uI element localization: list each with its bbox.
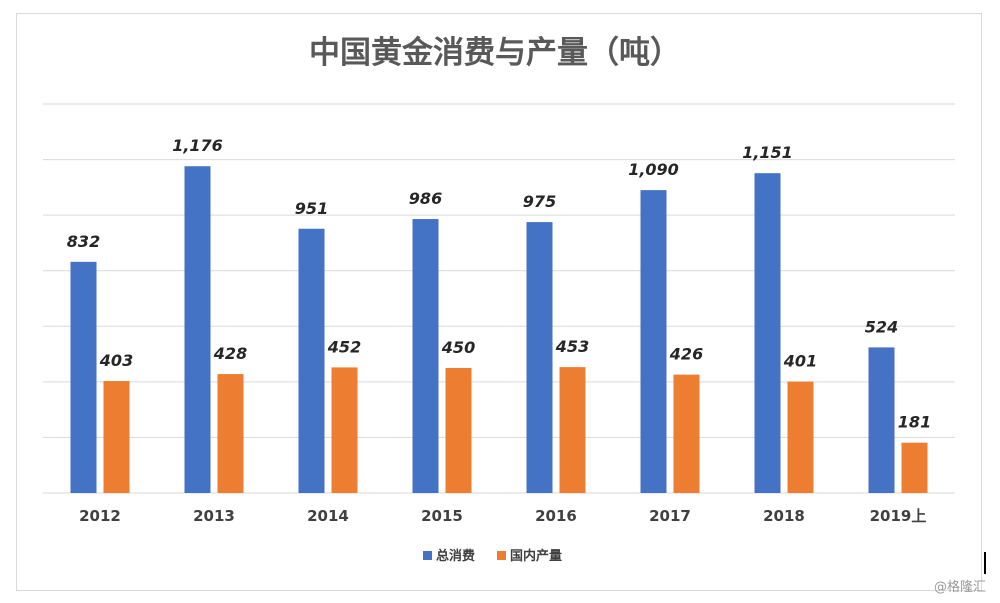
data-label: 1,176: [172, 136, 223, 155]
data-label: 1,090: [628, 160, 679, 179]
data-label: 1,151: [742, 143, 793, 162]
bar: [559, 367, 586, 493]
data-label: 524: [865, 317, 898, 336]
bar: [412, 219, 439, 494]
grid: [43, 103, 955, 494]
data-label: 452: [327, 337, 361, 356]
data-label: 403: [99, 351, 133, 370]
chart-title: 中国黄金消费与产量（吨）: [309, 35, 681, 71]
bar: [298, 228, 325, 493]
bar: [331, 367, 358, 493]
bar: [640, 190, 667, 493]
x-tick-label: 2015: [421, 507, 463, 525]
legend-swatch: [423, 551, 432, 560]
legend-label: 国内产量: [510, 548, 562, 564]
bar: [754, 173, 781, 493]
data-label: 428: [213, 344, 247, 363]
x-tick-label: 2012: [79, 507, 121, 525]
legend: 总消费 国内产量: [423, 548, 562, 564]
legend-swatch: [497, 551, 506, 560]
legend-label: 总消费: [436, 548, 475, 564]
data-label: 401: [783, 352, 817, 371]
bar: [184, 166, 211, 494]
bar: [70, 261, 97, 493]
x-tick-label: 2014: [307, 507, 349, 525]
bar: [673, 374, 700, 493]
bar: [217, 374, 244, 493]
data-label: 426: [669, 345, 703, 364]
x-tick-label: 2019上: [870, 507, 927, 525]
x-axis-ticks: 2012 2013 2014 2015 2016 2017 2018 2019上: [79, 507, 926, 525]
data-label: 832: [67, 232, 100, 251]
bar: [868, 347, 895, 493]
x-tick-label: 2017: [649, 507, 691, 525]
text-cursor: [984, 552, 986, 574]
x-tick-label: 2016: [535, 507, 577, 525]
bars: [70, 166, 928, 494]
bar: [526, 222, 553, 493]
data-labels: 832 403 1,176 428 951 452 986 450 975 453 1,090 426…: [67, 136, 931, 431]
bar: [901, 442, 928, 493]
data-label: 975: [523, 192, 556, 211]
watermark: @格隆汇: [933, 580, 986, 595]
bar: [787, 381, 814, 493]
data-label: 453: [555, 337, 589, 356]
bar: [445, 367, 472, 493]
chart-frame: [16, 13, 982, 591]
data-label: 181: [898, 413, 931, 432]
data-label: 986: [409, 189, 442, 208]
data-label: 450: [441, 338, 475, 357]
data-label: 951: [295, 199, 328, 218]
x-tick-label: 2018: [763, 507, 805, 525]
x-tick-label: 2013: [193, 507, 235, 525]
bar: [103, 381, 130, 493]
